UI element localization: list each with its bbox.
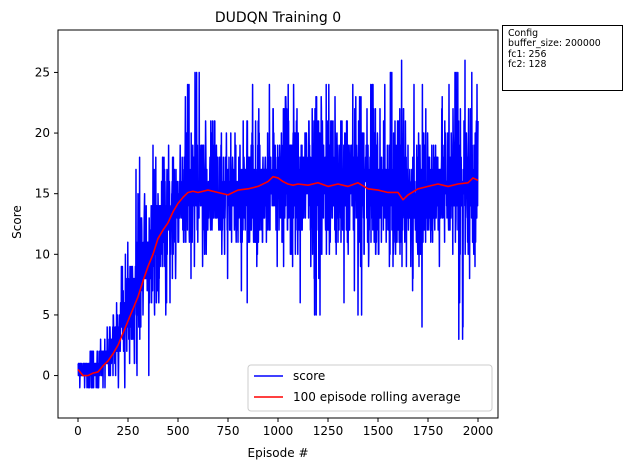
config-line-fc2: fc2: 128 bbox=[508, 59, 547, 71]
chart-title: DUDQN Training 0 bbox=[215, 10, 341, 26]
config-line-fc1: fc1: 256 bbox=[508, 48, 547, 60]
score-series-line bbox=[77, 59, 479, 389]
legend-entry-label: 100 episode rolling average bbox=[293, 390, 461, 404]
config-box: Config buffer_size: 200000 fc1: 256 fc2:… bbox=[502, 25, 623, 91]
y-tick-label: 20 bbox=[35, 126, 50, 140]
x-tick-label: 250 bbox=[117, 424, 140, 438]
plot-area: 0 250 500 750 1000 1250 1500 1750 2000 0 5 10 15 20 25 bbox=[35, 29, 499, 438]
config-line-buffer-size: buffer_size: 200000 bbox=[508, 38, 601, 50]
x-tick-label: 750 bbox=[217, 424, 240, 438]
legend-entry-label: score bbox=[293, 369, 325, 383]
y-axis-label: Score bbox=[10, 205, 24, 239]
y-tick-label: 25 bbox=[35, 65, 50, 79]
legend: score 100 episode rolling average bbox=[247, 364, 493, 412]
rolling-average-series-line bbox=[77, 175, 479, 377]
x-tick-label: 500 bbox=[167, 424, 190, 438]
x-tick-label: 1500 bbox=[363, 424, 394, 438]
y-tick-label: 15 bbox=[35, 187, 50, 201]
y-tick-label: 10 bbox=[35, 247, 50, 261]
y-tick-label: 5 bbox=[42, 308, 50, 322]
x-tick-label: 1250 bbox=[313, 424, 344, 438]
x-axis-label: Episode # bbox=[248, 446, 309, 460]
x-tick-label: 2000 bbox=[463, 424, 494, 438]
legend-box bbox=[247, 364, 493, 412]
x-tick-label: 1750 bbox=[413, 424, 444, 438]
y-tick-label: 0 bbox=[42, 369, 50, 383]
x-tick-label: 1000 bbox=[263, 424, 294, 438]
x-tick-label: 0 bbox=[74, 424, 82, 438]
config-title: Config bbox=[508, 28, 539, 39]
